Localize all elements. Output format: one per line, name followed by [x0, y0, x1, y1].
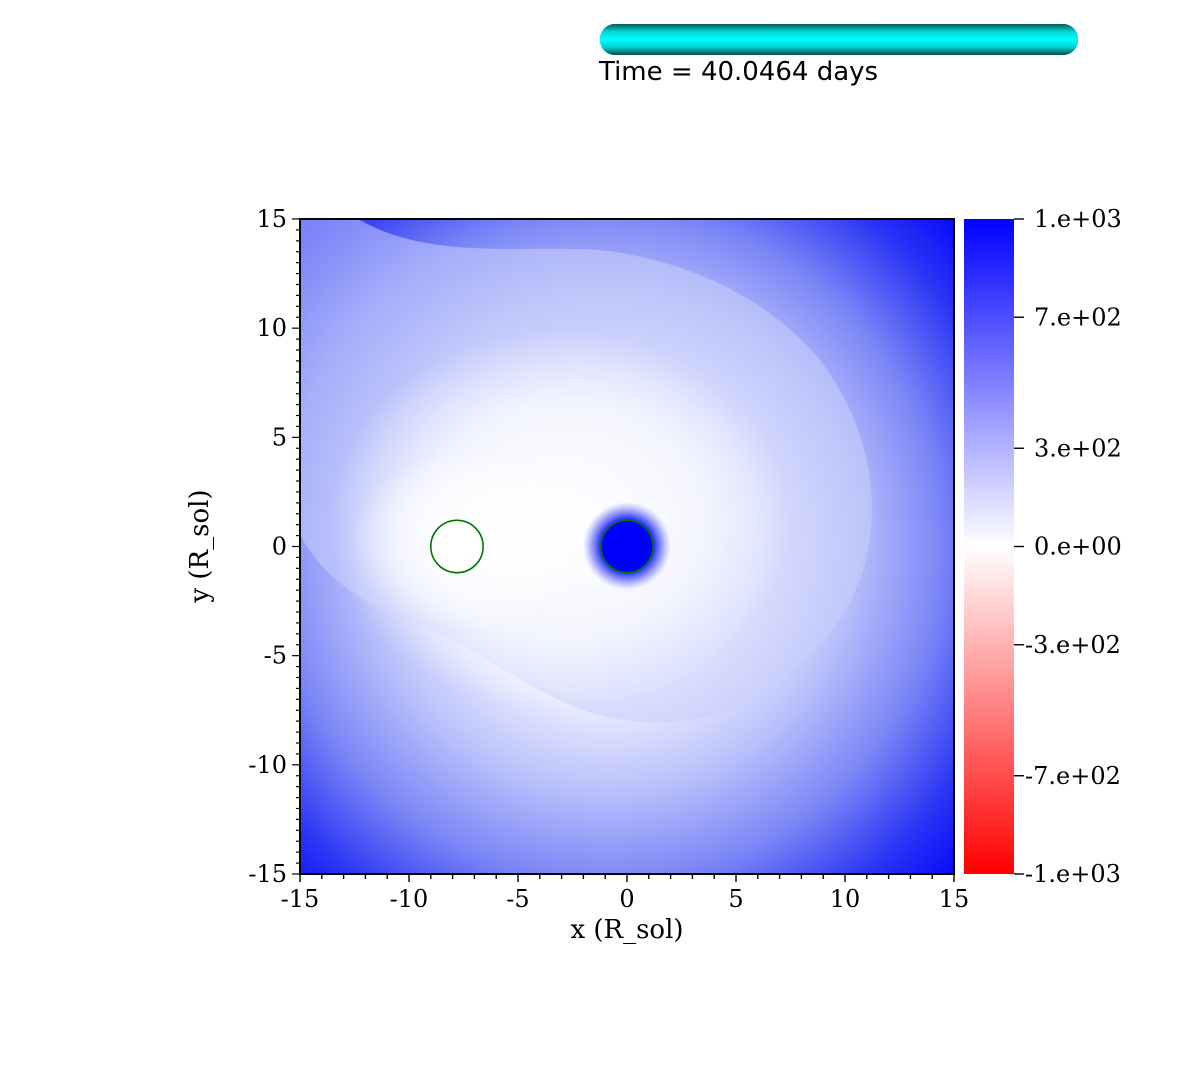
colorbar — [964, 219, 1014, 874]
y-tick-label: -5 — [264, 642, 287, 670]
colorbar-tick-label: 3.e+02 — [1034, 434, 1122, 462]
y-tick-label: -15 — [248, 860, 287, 888]
y-tick-label: -10 — [248, 751, 287, 779]
time-progress-bar — [600, 24, 1078, 55]
colorbar-tick-label: -3.e+02 — [1025, 631, 1121, 659]
x-tick-label: 10 — [830, 885, 861, 913]
y-tick-label: 5 — [272, 423, 287, 451]
colorbar-ticks: 1.e+03 7.e+02 3.e+02 0.e+00 -3.e+02 -7.e+02 -1… — [1014, 205, 1122, 888]
colorbar-tick-label: 0.e+00 — [1034, 533, 1122, 561]
y-tick-label: 10 — [256, 314, 287, 342]
time-progress-fill — [600, 24, 1078, 55]
y-axis: -15 -10 -5 0 5 10 15 — [248, 205, 300, 888]
x-tick-label: -10 — [390, 885, 429, 913]
markers — [429, 519, 654, 574]
colorbar-tick-label: -7.e+02 — [1025, 762, 1121, 790]
y-tick-label: 0 — [272, 533, 287, 561]
colorbar-tick-label: 1.e+03 — [1034, 205, 1122, 233]
x-tick-label: 15 — [939, 885, 970, 913]
colorbar-tick-label: -1.e+03 — [1025, 860, 1121, 888]
y-axis-label: y (R_sol) — [185, 489, 215, 603]
colorbar-tick-label: 7.e+02 — [1034, 303, 1122, 331]
marker-companion — [429, 519, 484, 574]
x-tick-label: 0 — [619, 885, 634, 913]
time-label: Time = 40.0464 days — [598, 57, 878, 87]
x-axis-label: x (R_sol) — [570, 915, 683, 945]
x-tick-label: 5 — [728, 885, 743, 913]
y-tick-label: 15 — [256, 205, 287, 233]
x-tick-label: -15 — [281, 885, 320, 913]
marker-core — [600, 519, 654, 574]
x-axis: -15 -10 -5 0 5 10 15 — [281, 874, 970, 913]
x-tick-label: -5 — [506, 885, 529, 913]
